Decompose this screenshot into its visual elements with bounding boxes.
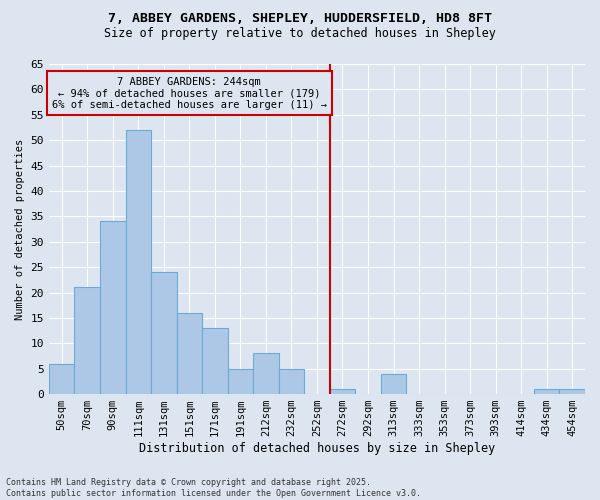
- Text: 7, ABBEY GARDENS, SHEPLEY, HUDDERSFIELD, HD8 8FT: 7, ABBEY GARDENS, SHEPLEY, HUDDERSFIELD,…: [108, 12, 492, 26]
- Bar: [125, 130, 151, 394]
- Bar: [49, 364, 74, 394]
- Text: 7 ABBEY GARDENS: 244sqm
← 94% of detached houses are smaller (179)
6% of semi-de: 7 ABBEY GARDENS: 244sqm ← 94% of detache…: [52, 76, 327, 110]
- Bar: [534, 389, 559, 394]
- Bar: [559, 389, 585, 394]
- Bar: [100, 222, 125, 394]
- Bar: [253, 354, 278, 394]
- Bar: [176, 313, 202, 394]
- Bar: [202, 328, 227, 394]
- Bar: [151, 272, 176, 394]
- Y-axis label: Number of detached properties: Number of detached properties: [15, 138, 25, 320]
- X-axis label: Distribution of detached houses by size in Shepley: Distribution of detached houses by size …: [139, 442, 495, 455]
- Bar: [278, 368, 304, 394]
- Bar: [330, 389, 355, 394]
- Bar: [381, 374, 406, 394]
- Bar: [227, 368, 253, 394]
- Text: Contains HM Land Registry data © Crown copyright and database right 2025.
Contai: Contains HM Land Registry data © Crown c…: [6, 478, 421, 498]
- Text: Size of property relative to detached houses in Shepley: Size of property relative to detached ho…: [104, 28, 496, 40]
- Bar: [74, 288, 100, 394]
